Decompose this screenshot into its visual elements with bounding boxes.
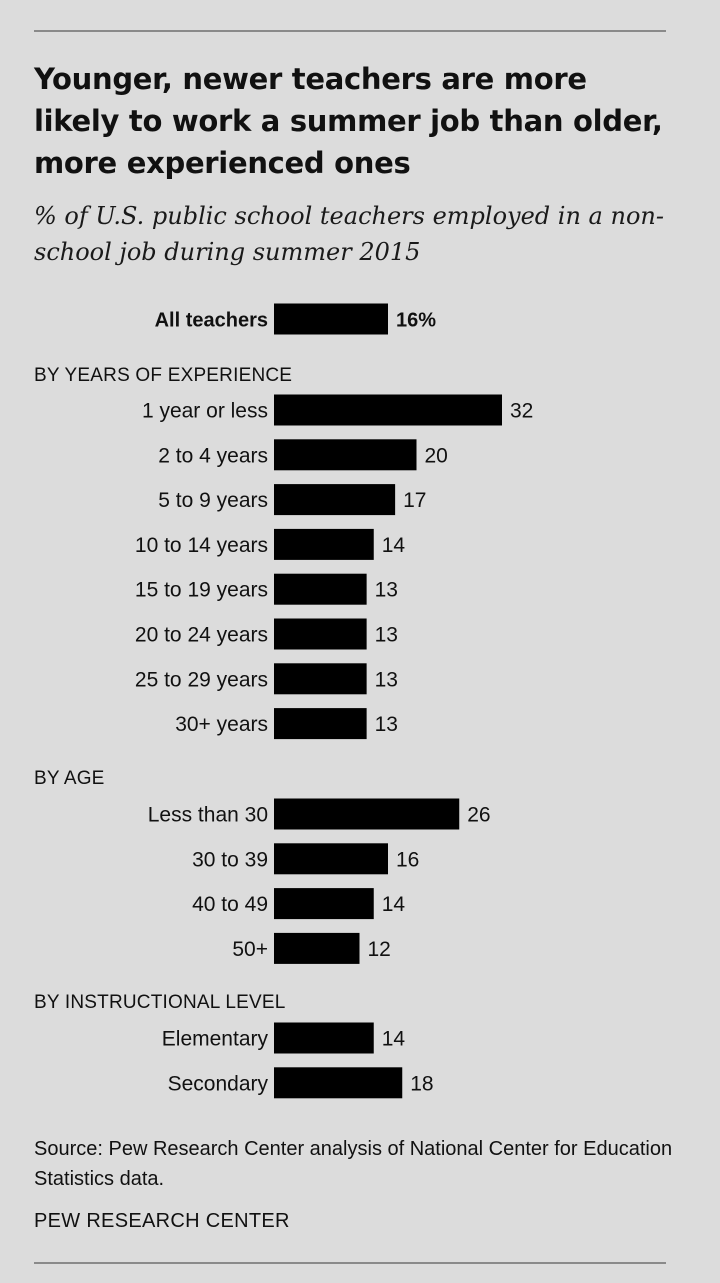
data-label: 14 bbox=[382, 1028, 406, 1051]
data-label: 12 bbox=[368, 938, 391, 961]
bar bbox=[274, 843, 388, 875]
section-heading: BY INSTRUCTIONAL LEVEL bbox=[34, 992, 285, 1013]
data-label: 13 bbox=[375, 624, 398, 647]
category-label: 1 year or less bbox=[142, 400, 268, 423]
category-label: 50+ bbox=[232, 938, 268, 961]
bar bbox=[274, 663, 367, 695]
bar bbox=[274, 573, 367, 605]
top-rule bbox=[34, 30, 666, 32]
bar bbox=[274, 798, 460, 830]
bar bbox=[274, 394, 502, 426]
data-label: 13 bbox=[375, 713, 398, 736]
category-label: Secondary bbox=[168, 1072, 269, 1095]
category-label: Less than 30 bbox=[148, 804, 268, 827]
bar bbox=[274, 528, 374, 560]
chart-subtitle: % of U.S. public school teachers employe… bbox=[34, 202, 664, 266]
data-label: 26 bbox=[467, 804, 490, 827]
bar bbox=[274, 484, 396, 516]
category-label: 2 to 4 years bbox=[158, 444, 268, 467]
category-label: 5 to 9 years bbox=[158, 489, 268, 512]
section-heading: BY AGE bbox=[34, 768, 105, 789]
bar bbox=[274, 1067, 403, 1099]
category-label: 30 to 39 bbox=[192, 848, 268, 871]
category-label: 25 to 29 years bbox=[135, 668, 268, 691]
bar bbox=[274, 708, 367, 740]
source-note: Source: Pew Research Center analysis of … bbox=[34, 1138, 673, 1190]
data-label: 32 bbox=[510, 400, 533, 423]
bar bbox=[274, 888, 374, 920]
bar bbox=[274, 1022, 374, 1054]
data-label: 14 bbox=[382, 893, 406, 916]
section-heading: BY YEARS OF EXPERIENCE bbox=[34, 365, 292, 386]
brand-name: PEW RESEARCH CENTER bbox=[34, 1210, 290, 1232]
data-label: 17 bbox=[403, 489, 426, 512]
data-label: 13 bbox=[375, 579, 398, 602]
data-label: 20 bbox=[425, 444, 448, 467]
category-label: 30+ years bbox=[175, 713, 268, 736]
category-label: Elementary bbox=[162, 1028, 269, 1051]
data-label: 16 bbox=[396, 848, 419, 871]
bar bbox=[274, 439, 417, 471]
category-label: 10 to 14 years bbox=[135, 534, 268, 557]
category-label: All teachers bbox=[155, 310, 268, 332]
bar bbox=[274, 932, 360, 964]
data-label: 13 bbox=[375, 668, 398, 691]
category-label: 15 to 19 years bbox=[135, 579, 268, 602]
bar bbox=[274, 303, 388, 335]
bar bbox=[274, 618, 367, 650]
bottom-rule bbox=[34, 1262, 666, 1264]
category-label: 20 to 24 years bbox=[135, 624, 268, 647]
data-label: 16% bbox=[396, 310, 436, 332]
data-label: 14 bbox=[382, 534, 406, 557]
category-label: 40 to 49 bbox=[192, 893, 268, 916]
chart-title: Younger, newer teachers are more likely … bbox=[34, 62, 663, 180]
data-label: 18 bbox=[410, 1072, 433, 1095]
